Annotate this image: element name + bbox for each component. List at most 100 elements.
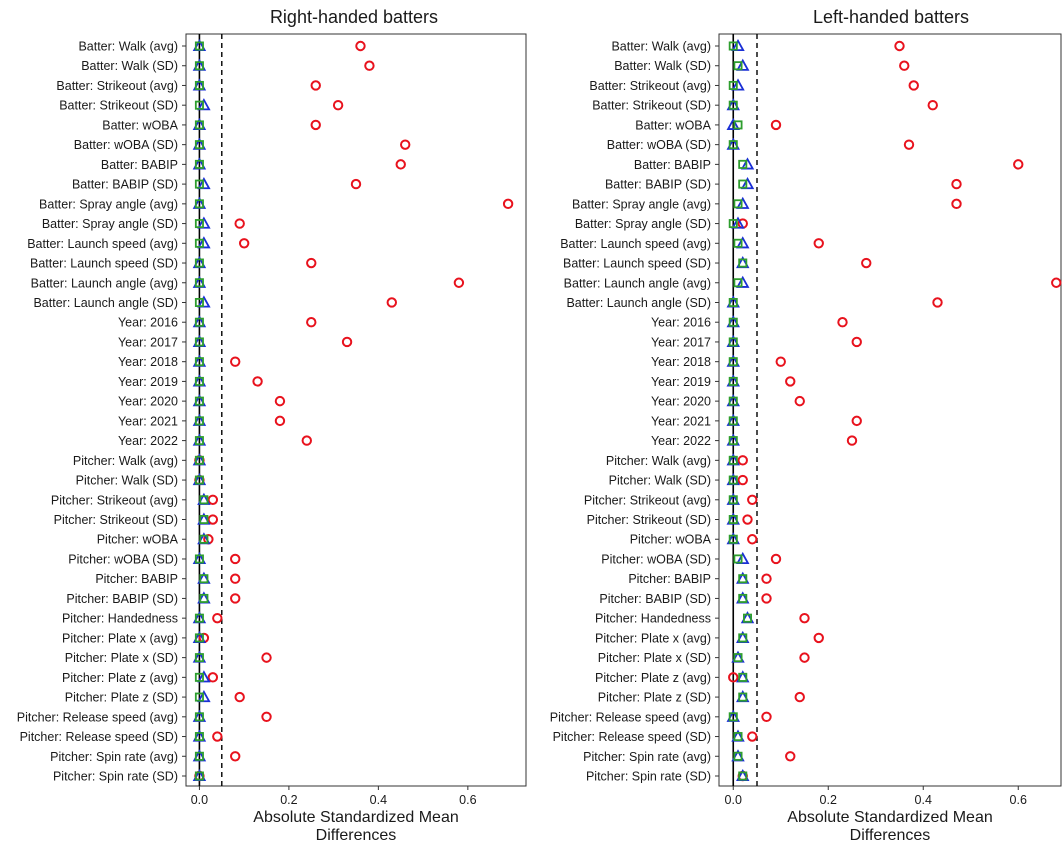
point-square — [194, 317, 204, 327]
point-square — [199, 534, 209, 544]
point-triangle — [736, 196, 750, 209]
point-square — [728, 297, 738, 307]
point-square — [728, 436, 738, 446]
y-tick-label: Batter: Strikeout (SD) — [592, 99, 711, 113]
point-circle — [761, 711, 772, 723]
point-square — [728, 515, 738, 525]
point-square — [194, 61, 204, 71]
y-tick-label: Batter: Launch speed (SD) — [30, 257, 178, 271]
point-circle — [207, 514, 219, 525]
y-tick-label: Batter: Launch angle (avg) — [564, 276, 711, 290]
y-tick-label: Batter: Launch speed (avg) — [560, 237, 711, 251]
point-circle — [747, 494, 758, 505]
point-square — [728, 712, 738, 722]
point-circle — [453, 277, 465, 288]
point-square — [194, 41, 204, 51]
point-circle — [230, 593, 241, 604]
y-tick-label: Year: 2017 — [651, 335, 711, 349]
point-circle — [261, 652, 272, 663]
point-circle — [274, 395, 286, 407]
point-square — [194, 692, 204, 702]
point-circle — [951, 198, 962, 210]
point-triangle — [731, 78, 745, 91]
point-circle — [395, 159, 406, 170]
point-circle — [775, 356, 786, 367]
point-circle — [742, 514, 753, 525]
point-square — [738, 633, 748, 643]
point-square — [728, 337, 738, 347]
y-tick-label: Pitcher: Strikeout (SD) — [587, 513, 711, 527]
y-tick-label: Batter: wOBA (SD) — [607, 138, 711, 152]
point-circle — [799, 612, 810, 624]
point-circle — [310, 119, 321, 131]
y-tick-label: Pitcher: BABIP — [95, 572, 178, 586]
point-circle — [207, 494, 219, 505]
point-circle — [207, 672, 219, 683]
y-tick-label: Year: 2019 — [118, 375, 178, 389]
point-triangle — [740, 177, 755, 190]
point-triangle — [731, 216, 745, 229]
y-tick-label: Year: 2020 — [118, 395, 178, 409]
point-square — [728, 100, 738, 110]
point-square — [194, 140, 204, 150]
y-tick-label: Batter: Walk (avg) — [78, 40, 178, 54]
x-tick-label: 0.2 — [820, 793, 837, 807]
point-circle — [502, 198, 514, 210]
point-square — [194, 396, 204, 406]
point-circle — [899, 60, 910, 71]
y-tick-label: Pitcher: Handedness — [595, 612, 711, 626]
panel-left-handed: Left-handed batters Batter: Walk (avg) Bat… — [550, 7, 1062, 844]
point-square — [194, 436, 204, 446]
point-square — [733, 554, 743, 564]
point-circle — [908, 80, 919, 91]
point-square — [733, 653, 743, 663]
point-square — [738, 574, 748, 584]
point-circle — [386, 297, 397, 308]
y-tick-label: Year: 2022 — [651, 434, 711, 448]
y-tick-label: Pitcher: Plate x (SD) — [598, 651, 711, 665]
point-circle — [903, 139, 915, 150]
y-tick-label: Batter: Launch angle (avg) — [31, 276, 178, 290]
y-tick-label: Pitcher: Release speed (avg) — [17, 710, 178, 724]
point-circle — [785, 376, 796, 387]
point-square — [194, 751, 204, 761]
point-circle — [813, 238, 824, 249]
y-tick-label: Year: 2021 — [651, 414, 711, 428]
point-triangle — [736, 275, 750, 288]
y-tick-label: Pitcher: Release speed (avg) — [550, 710, 711, 724]
panel-title: Right-handed batters — [270, 7, 438, 27]
y-tick-label: Pitcher: wOBA — [97, 533, 179, 547]
point-circle — [799, 652, 810, 663]
y-tick-label: Pitcher: Walk (SD) — [76, 474, 178, 488]
y-tick-label: Pitcher: Spin rate (avg) — [583, 750, 711, 764]
point-square — [728, 41, 738, 51]
y-tick-label: Batter: BABIP — [101, 158, 178, 172]
y-tick-label: Batter: Spray angle (avg) — [39, 197, 178, 211]
point-square — [194, 672, 204, 682]
point-square — [194, 455, 204, 465]
y-tick-label: Batter: Spray angle (avg) — [572, 197, 711, 211]
point-circle — [728, 672, 739, 683]
y-tick-label: Year: 2017 — [118, 335, 178, 349]
point-square — [194, 613, 204, 623]
point-square — [733, 199, 743, 209]
y-tick-label: Pitcher: wOBA (SD) — [601, 552, 711, 566]
point-circle — [837, 317, 848, 328]
y-tick-label: Batter: Launch angle (SD) — [33, 296, 178, 310]
point-triangle — [736, 236, 750, 249]
point-circle — [851, 336, 862, 348]
point-square — [728, 534, 738, 544]
point-square — [194, 159, 204, 169]
point-square — [728, 455, 738, 465]
point-circle — [212, 731, 223, 742]
point-square — [194, 357, 204, 367]
y-tick-label: Batter: Walk (SD) — [614, 59, 711, 73]
point-square — [199, 495, 209, 505]
point-square — [738, 672, 748, 682]
point-circle — [238, 238, 250, 249]
x-axis-label-line: Absolute Standardized Mean — [253, 809, 458, 826]
point-circle — [306, 317, 317, 328]
point-square — [194, 179, 204, 189]
y-tick-label: Batter: Strikeout (avg) — [589, 79, 711, 93]
point-circle — [932, 297, 943, 308]
